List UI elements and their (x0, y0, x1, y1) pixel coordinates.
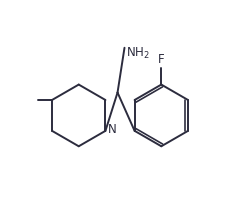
Text: NH$_2$: NH$_2$ (126, 46, 150, 61)
Text: F: F (158, 53, 165, 66)
Text: N: N (108, 123, 117, 136)
